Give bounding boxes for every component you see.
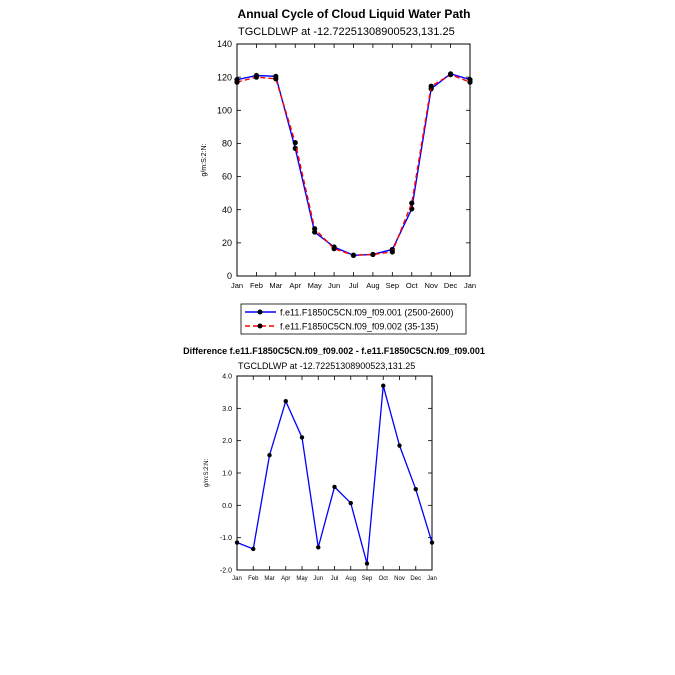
x-tick-label: Oct: [379, 576, 389, 582]
y-tick-label: 80: [222, 139, 232, 149]
data-point: [467, 79, 473, 85]
x-tick-label: Jan: [232, 576, 242, 582]
x-tick-label: Nov: [424, 281, 438, 290]
data-point: [350, 252, 357, 258]
y-tick-label: 2.0: [222, 438, 232, 445]
y-tick-label: 20: [222, 238, 232, 248]
data-point: [381, 383, 386, 388]
y-tick-label: 0: [227, 271, 232, 281]
data-point: [428, 83, 434, 89]
y-tick-label: 1.0: [222, 470, 232, 477]
data-point: [364, 561, 370, 566]
x-tick-label: Oct: [406, 281, 419, 290]
legend-marker-series-2: [257, 323, 263, 329]
legend-label-series-1: f.e11.F1850C5CN.f09_f09.001 (2500-2600): [280, 308, 453, 318]
data-point: [316, 545, 321, 550]
y-tick-label: -1.0: [220, 535, 232, 542]
x-tick-label: Apr: [281, 576, 290, 582]
x-tick-label: Jan: [464, 281, 476, 290]
legend-box: [240, 303, 467, 335]
data-point: [312, 226, 318, 232]
y-tick-label: 100: [217, 105, 232, 115]
data-point: [273, 76, 279, 82]
series-line-1: [236, 385, 433, 564]
x-tick-label: Feb: [250, 281, 263, 290]
x-tick-label: Apr: [289, 281, 301, 290]
data-point: [370, 251, 376, 258]
y-axis-label: g/m:S:2:N:: [204, 458, 210, 487]
data-point: [348, 500, 353, 506]
x-tick-label: Dec: [410, 576, 421, 582]
x-tick-label: Jan: [231, 281, 243, 290]
x-tick-label: Aug: [366, 281, 379, 290]
x-tick-label: Sep: [386, 281, 399, 290]
x-tick-label: May: [308, 281, 322, 290]
legend-marker-series-1: [257, 309, 263, 315]
y-tick-label: -2.0: [220, 567, 232, 574]
x-tick-label: Sep: [362, 576, 373, 582]
x-tick-label: Dec: [444, 281, 458, 290]
data-point: [267, 453, 272, 458]
x-tick-label: May: [296, 576, 307, 582]
data-point: [253, 74, 260, 80]
chart-subtitle: TGCLDLWP at -12.72251308900523,131.25: [238, 26, 455, 38]
x-tick-label: Nov: [394, 576, 405, 582]
y-tick-label: 40: [222, 205, 232, 215]
y-tick-label: 60: [222, 172, 232, 182]
data-point: [234, 79, 240, 85]
data-point: [299, 435, 305, 440]
chart-difference: Difference f.e11.F1850C5CN.f09_f09.002 -…: [183, 346, 485, 582]
chart-subtitle: TGCLDLWP at -12.72251308900523,131.25: [238, 361, 415, 371]
data-point: [331, 246, 337, 252]
x-tick-label: Aug: [345, 576, 356, 582]
data-point: [251, 546, 256, 552]
data-point: [429, 540, 435, 545]
y-tick-label: 120: [217, 72, 232, 82]
chart-annual-cycle: Annual Cycle of Cloud Liquid Water Path …: [201, 7, 476, 335]
data-point: [332, 484, 337, 490]
y-tick-label: 140: [217, 39, 232, 49]
x-tick-label: Jun: [328, 281, 340, 290]
x-tick-label: Mar: [269, 281, 282, 290]
data-point: [234, 540, 240, 545]
x-tick-label: Jun: [313, 576, 323, 582]
x-tick-label: Jul: [349, 281, 359, 290]
y-axis-label: g/m:S:2:N:: [201, 143, 208, 176]
chart-title: Difference f.e11.F1850C5CN.f09_f09.002 -…: [183, 346, 485, 356]
x-tick-label: Jan: [427, 576, 437, 582]
series-line-1: [236, 73, 471, 256]
data-point: [447, 72, 454, 78]
series-line-2: [236, 73, 471, 256]
data-point: [292, 140, 298, 146]
y-tick-label: 3.0: [222, 406, 232, 413]
data-point: [283, 399, 288, 404]
x-tick-label: Feb: [248, 576, 259, 582]
y-tick-label: 4.0: [222, 373, 232, 380]
legend: f.e11.F1850C5CN.f09_f09.001 (2500-2600) …: [240, 303, 467, 335]
data-point: [389, 249, 395, 255]
x-tick-label: Mar: [264, 576, 274, 582]
chart-title: Annual Cycle of Cloud Liquid Water Path: [238, 7, 471, 21]
data-point: [409, 200, 415, 206]
y-tick-label: 0.0: [222, 503, 232, 510]
data-point: [397, 443, 402, 448]
x-tick-label: Jul: [331, 576, 339, 582]
data-point: [413, 486, 418, 492]
legend-label-series-2: f.e11.F1850C5CN.f09_f09.002 (35-135): [280, 322, 438, 332]
